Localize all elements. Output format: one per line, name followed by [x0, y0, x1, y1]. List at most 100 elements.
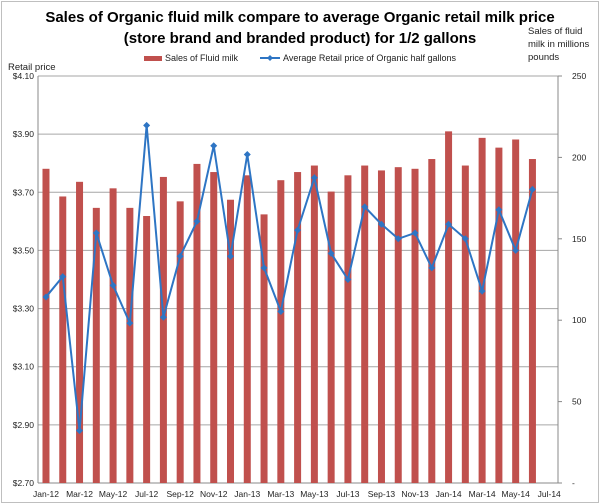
left-axis-label: Retail price	[8, 62, 56, 73]
bar-Feb-14	[461, 165, 469, 484]
price-point-May-12	[109, 281, 117, 289]
right-axis-label-line: milk in millions	[528, 39, 590, 50]
right-tick-label: 50	[572, 397, 582, 407]
right-axis-label-line: pounds	[528, 52, 560, 63]
bar-Jul-13	[344, 175, 352, 484]
left-tick-label: $3.70	[13, 187, 35, 197]
x-tick-label: Mar-13	[267, 489, 294, 499]
price-point-May-14	[512, 246, 520, 254]
left-tick-label: $3.50	[13, 245, 35, 255]
price-point-Dec-13	[428, 264, 436, 272]
price-point-Feb-14	[461, 235, 469, 243]
x-tick-label: Jul-12	[135, 489, 158, 499]
price-point-Aug-13	[361, 203, 369, 211]
bar-Oct-12	[193, 163, 201, 484]
price-point-Jan-13	[243, 150, 251, 158]
x-tick-label: Jan-13	[234, 489, 260, 499]
left-tick-label: $4.10	[13, 71, 35, 81]
price-point-Mar-14	[478, 287, 486, 295]
left-tick-label: $3.90	[13, 129, 35, 139]
price-line	[45, 125, 534, 431]
bar-Mar-13	[277, 180, 285, 483]
bar-May-13	[310, 165, 318, 484]
price-point-Nov-12	[210, 142, 218, 150]
bar-Apr-13	[294, 172, 302, 483]
bar-Jan-13	[243, 175, 251, 484]
left-tick-label: $2.70	[13, 478, 35, 488]
bar-Jan-12	[42, 168, 50, 483]
price-point-Oct-12	[193, 217, 201, 225]
bar-Mar-14	[478, 137, 486, 483]
bar-May-14	[512, 139, 520, 483]
price-point-Apr-13	[294, 226, 302, 234]
x-tick-label: Nov-12	[200, 489, 228, 499]
bar-Aug-12	[159, 176, 167, 483]
legend-swatch-line	[260, 55, 281, 61]
price-point-Jun-13	[327, 249, 335, 257]
bar-Jun-14	[528, 159, 536, 483]
price-point-Nov-13	[411, 229, 419, 237]
bar-Jan-14	[445, 131, 453, 484]
x-tick-label: Mar-12	[66, 489, 93, 499]
price-point-Apr-12	[92, 229, 100, 237]
x-tick-label: Sep-12	[166, 489, 194, 499]
chart-title-line2: (store brand and branded product) for 1/…	[123, 30, 477, 47]
bar-Dec-12	[227, 199, 235, 483]
price-point-May-13	[310, 174, 318, 182]
legend-label: Average Retail price of Organic half gal…	[283, 53, 456, 63]
legend-swatch-bar	[144, 55, 163, 61]
price-point-Mar-13	[277, 307, 285, 315]
bar-Jun-13	[327, 191, 335, 483]
bar-Nov-13	[411, 168, 419, 483]
right-axis-label-line: Sales of fluid	[528, 26, 583, 37]
x-tick-label: Jan-12	[33, 489, 59, 499]
legend-label: Sales of Fluid milk	[165, 53, 239, 63]
x-tick-label: Sep-13	[368, 489, 396, 499]
bar-Sep-12	[176, 201, 184, 483]
bar-Sep-13	[377, 170, 385, 483]
price-point-Oct-13	[394, 235, 402, 243]
x-tick-label: May-13	[300, 489, 329, 499]
x-tick-label: Jul-13	[336, 489, 359, 499]
bar-Apr-14	[495, 147, 503, 483]
left-tick-label: $2.90	[13, 420, 35, 430]
left-tick-label: $3.10	[13, 362, 35, 372]
left-tick-label: $3.30	[13, 304, 35, 314]
price-point-Aug-12	[159, 313, 167, 321]
bar-Jul-12	[143, 216, 151, 483]
bar-Oct-13	[394, 167, 402, 483]
x-tick-label: Jan-14	[436, 489, 462, 499]
bar-Apr-12	[92, 207, 100, 484]
price-point-Feb-13	[260, 264, 268, 272]
right-tick-label: 200	[572, 152, 586, 162]
price-point-Mar-12	[76, 427, 84, 435]
price-point-Feb-12	[59, 273, 67, 281]
price-point-Jul-12	[143, 121, 151, 129]
price-point-Jan-12	[42, 293, 50, 301]
x-tick-label: Nov-13	[401, 489, 429, 499]
legend: Sales of Fluid milk Average Retail price…	[0, 53, 600, 63]
x-tick-label: May-14	[501, 489, 530, 499]
right-tick-label: 100	[572, 315, 586, 325]
price-point-Jan-14	[445, 220, 453, 228]
bar-Aug-13	[361, 165, 369, 484]
price-point-Apr-14	[495, 206, 503, 214]
x-tick-label: Mar-14	[469, 489, 496, 499]
right-tick-label: 150	[572, 234, 586, 244]
bar-Mar-12	[76, 181, 84, 483]
right-tick-label: 250	[572, 71, 586, 81]
price-point-Sep-12	[176, 252, 184, 260]
x-tick-label: May-12	[99, 489, 128, 499]
bar-Feb-12	[59, 196, 67, 484]
price-point-Sep-13	[377, 220, 385, 228]
price-point-Jul-13	[344, 276, 352, 283]
chart-title-line1: Sales of Organic fluid milk compare to a…	[45, 9, 555, 26]
bar-Nov-12	[210, 172, 218, 483]
right-axis-label: Sales of fluid milk in millions pounds	[528, 25, 600, 64]
right-tick-label: -	[572, 478, 575, 488]
price-point-Dec-12	[227, 252, 235, 260]
price-point-Jun-12	[126, 319, 134, 327]
legend-item-price: Average Retail price of Organic half gal…	[260, 53, 456, 63]
